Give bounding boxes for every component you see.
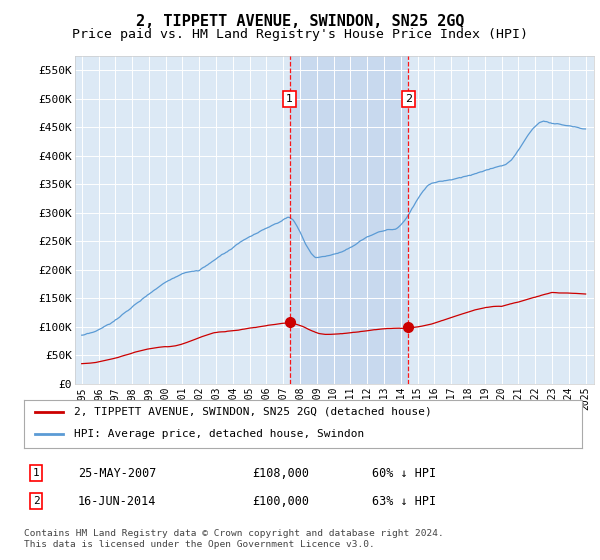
Text: Price paid vs. HM Land Registry's House Price Index (HPI): Price paid vs. HM Land Registry's House … xyxy=(72,28,528,41)
Text: £108,000: £108,000 xyxy=(252,466,309,480)
Text: 1: 1 xyxy=(286,94,293,104)
Text: Contains HM Land Registry data © Crown copyright and database right 2024.
This d: Contains HM Land Registry data © Crown c… xyxy=(24,529,444,549)
Text: 2: 2 xyxy=(32,496,40,506)
Text: 60% ↓ HPI: 60% ↓ HPI xyxy=(372,466,436,480)
Text: 63% ↓ HPI: 63% ↓ HPI xyxy=(372,494,436,508)
Text: HPI: Average price, detached house, Swindon: HPI: Average price, detached house, Swin… xyxy=(74,429,364,438)
Text: 1: 1 xyxy=(32,468,40,478)
Bar xyxy=(290,56,409,384)
Text: 16-JUN-2014: 16-JUN-2014 xyxy=(78,494,157,508)
Text: 2: 2 xyxy=(405,94,412,104)
Text: 2, TIPPETT AVENUE, SWINDON, SN25 2GQ: 2, TIPPETT AVENUE, SWINDON, SN25 2GQ xyxy=(136,14,464,29)
Text: 25-MAY-2007: 25-MAY-2007 xyxy=(78,466,157,480)
Text: £100,000: £100,000 xyxy=(252,494,309,508)
Text: 2, TIPPETT AVENUE, SWINDON, SN25 2GQ (detached house): 2, TIPPETT AVENUE, SWINDON, SN25 2GQ (de… xyxy=(74,407,432,417)
